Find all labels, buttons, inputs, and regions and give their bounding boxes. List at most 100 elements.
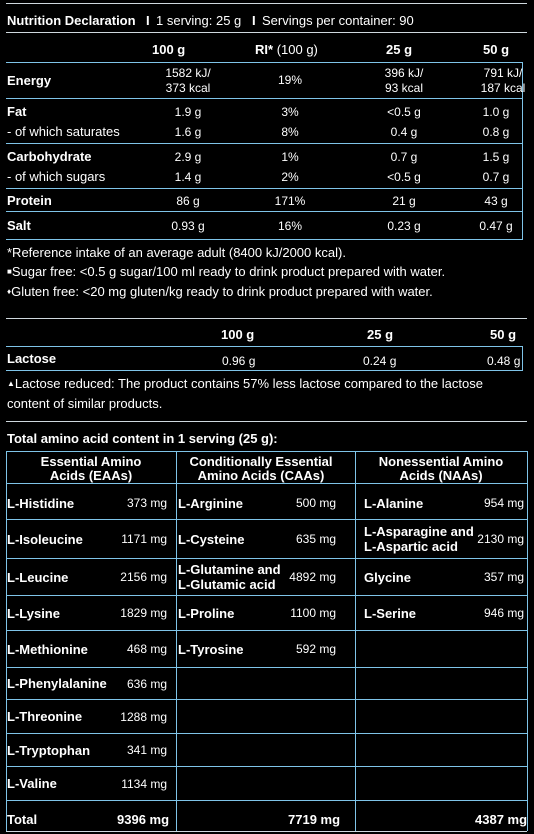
saturates-25g: 0.4 g [390,125,418,139]
grid-line [6,667,527,668]
amino-acid-amount: 1171 mg [121,532,167,546]
amino-acid-amount: 2130 mg [477,532,524,546]
grid-line [6,558,527,559]
salt-50g: 0.47 g [479,219,513,233]
fat-ri: 3% [281,105,299,119]
diamond-bullet-icon: ♦ [7,287,12,296]
serving-size: 1 serving: 25 g [156,13,242,28]
salt-25g: 0.23 g [387,219,421,233]
grid-line [6,733,527,734]
amino-acid-name: L-Leucine [7,569,69,585]
eaa-header: Essential Amino Acids (EAAs) [40,454,142,483]
reference-intake-note: *Reference intake of an average adult (8… [7,245,346,260]
row-salt-label: Salt [7,218,31,233]
protein-ri: 171% [274,194,306,208]
amino-acid-name: L-Isoleucine [7,531,83,547]
amino-acid-name: L-Glutamine and L-Glutamic acid [178,562,281,592]
amino-acid-amount: 2156 mg [120,570,167,584]
amino-acid-amount: 341 mg [126,743,167,757]
grid-line [6,239,522,240]
grid-line [176,451,177,831]
square-bullet-icon: ■ [7,267,12,276]
lactose-50g: 0.48 g [487,354,521,368]
total-naa: 4387 mg [475,812,528,827]
servings-per-container: Servings per container: 90 [262,13,414,28]
grid-line [6,800,527,801]
salt-100g: 0.93 g [171,219,205,233]
amino-acid-amount: 954 mg [483,496,524,510]
fat-50g: 1.0 g [482,105,510,119]
amino-acid-name: L-Serine [364,605,417,621]
grid-line [527,451,528,831]
grid-line [6,143,522,144]
amino-acid-amount: 635 mg [295,532,336,546]
amino-acid-amount: 357 mg [483,570,524,584]
row-sugars-label: - of which sugars [7,169,106,184]
fat-25g: <0.5 g [387,105,421,119]
grid-line [6,451,7,831]
lactose-note-line1: ▲Lactose reduced: The product contains 5… [7,376,483,391]
bottom-border [6,831,527,832]
lactose-col-25g: 25 g [367,327,394,342]
amino-top-border [6,421,527,422]
carbohydrate-25g: 0.7 g [390,150,418,164]
grid-line [522,62,523,240]
grid-line [6,766,527,767]
header-separator: I [252,13,256,28]
lactose-25g: 0.24 g [363,354,397,368]
amino-acid-amount: 1288 mg [120,709,167,724]
grid-line [6,595,527,596]
grid-line [355,451,356,831]
protein-100g: 86 g [176,194,200,208]
grid-line [6,211,522,212]
row-protein-label: Protein [7,193,52,208]
amino-acid-name: L-Phenylalanine [7,676,107,691]
energy-ri: 19% [277,73,303,87]
header-separator: I [146,13,150,28]
amino-acid-name: L-Asparagine and L-Aspartic acid [364,524,474,554]
amino-acid-amount: 946 mg [483,606,524,620]
amino-acid-name: L-Arginine [178,495,243,511]
sugars-50g: 0.7 g [482,170,510,184]
saturates-ri: 8% [281,125,299,139]
amino-acid-name: L-Tyrosine [178,641,244,657]
salt-ri: 16% [277,219,303,233]
grid-line [6,346,522,347]
carbohydrate-50g: 1.5 g [482,150,510,164]
grid-line [6,188,522,189]
grid-line [6,370,522,371]
col-100g: 100 g [152,42,186,57]
lactose-col-100g: 100 g [221,327,255,342]
amino-acid-amount: 1829 mg [120,606,167,620]
amino-acid-amount: 592 mg [295,642,336,656]
protein-25g: 21 g [392,194,416,208]
energy-50g: 791 kJ/ 187 kcal [480,66,526,95]
col-ri: RI* (100 g) [255,42,318,57]
grid-line [6,699,527,700]
row-fat-label: Fat [7,104,27,119]
protein-50g: 43 g [484,194,508,208]
energy-25g: 396 kJ/ 93 kcal [384,66,424,95]
grid-line [6,98,522,99]
amino-acid-amount: 500 mg [295,496,336,510]
lactose-col-50g: 50 g [490,327,517,342]
total-caa: 7719 mg [288,812,341,827]
amino-acid-name: L-Threonine [7,709,83,724]
amino-acid-amount: 636 mg [126,676,167,691]
grid-line [6,519,527,520]
amino-acid-name: L-Histidine [7,495,75,511]
triangle-bullet-icon: ▲ [7,379,15,388]
grid-line [6,451,527,452]
top-border [6,3,527,4]
total-eaa: 9396 mg [117,812,170,827]
amino-acid-name: L-Lysine [7,605,60,621]
saturates-50g: 0.8 g [482,125,510,139]
amino-acid-amount: 1134 mg [121,776,167,791]
amino-acid-amount: 1100 mg [290,606,336,620]
amino-acid-name: L-Proline [178,605,235,621]
sugar-free-note: ■Sugar free: <0.5 g sugar/100 ml ready t… [7,264,446,279]
amino-acid-name: L-Tryptophan [7,742,91,758]
nutrition-header-title: Nutrition Declaration [7,13,136,28]
lactose-top-border [6,318,527,319]
amino-title: Total amino acid content in 1 serving (2… [7,431,278,446]
